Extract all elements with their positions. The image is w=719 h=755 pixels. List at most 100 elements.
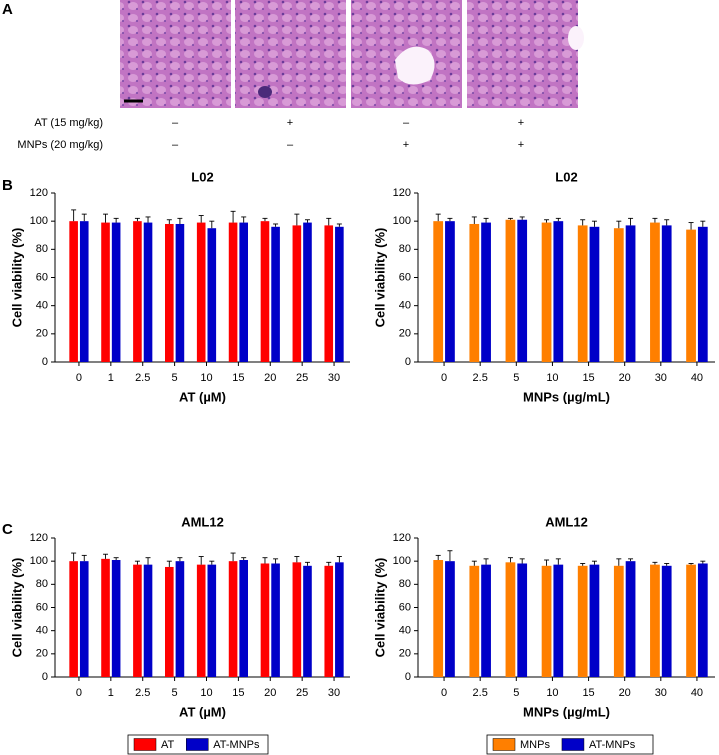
- treatment-cell: +: [518, 139, 524, 151]
- error-bar: [580, 219, 586, 226]
- error-bar: [273, 223, 279, 227]
- bar: [686, 564, 696, 677]
- error-bar: [81, 213, 87, 222]
- treatment-cell: +: [403, 139, 409, 151]
- y-axis-label: Cell viability (%): [372, 228, 387, 328]
- bar: [239, 222, 248, 362]
- x-tick-label: 0: [76, 687, 82, 699]
- bar: [335, 226, 344, 362]
- error-bar: [555, 558, 561, 565]
- y-axis-label: Cell viability (%): [9, 558, 24, 658]
- bar: [271, 563, 280, 677]
- bar: [69, 561, 78, 677]
- x-tick-label: 25: [296, 687, 308, 699]
- error-bar: [241, 216, 247, 223]
- bar: [577, 565, 588, 677]
- error-bar: [326, 217, 332, 226]
- bar: [625, 225, 636, 362]
- error-bar: [435, 213, 441, 222]
- bar: [324, 225, 334, 362]
- legend-box: [127, 734, 269, 755]
- y-axis-label: Cell viability (%): [372, 558, 387, 658]
- bar: [469, 565, 480, 677]
- bar: [133, 564, 142, 677]
- error-bar: [336, 223, 342, 227]
- x-axis-label: AT (µM): [179, 389, 226, 404]
- error-bar: [209, 220, 215, 229]
- error-bar: [336, 556, 342, 563]
- x-tick-label: 30: [328, 687, 340, 699]
- x-tick-label: 20: [264, 687, 276, 699]
- x-tick-label: 5: [513, 372, 519, 384]
- x-tick-label: 5: [172, 687, 178, 699]
- vessel: [568, 26, 584, 50]
- y-tick-label: 80: [399, 578, 411, 590]
- histology-image: [235, 0, 346, 108]
- y-tick-label: 20: [36, 648, 48, 660]
- y-tick-label: 80: [36, 243, 48, 255]
- y-tick-label: 0: [42, 356, 48, 368]
- bar: [111, 222, 121, 362]
- error-bar: [198, 215, 204, 223]
- bar: [577, 225, 588, 362]
- error-bar: [483, 558, 489, 565]
- error-bar: [700, 560, 706, 564]
- histology-images: [120, 0, 584, 108]
- y-tick-label: 0: [405, 356, 411, 368]
- x-axis-label: MNPs (µg/mL): [523, 389, 610, 404]
- error-bar: [209, 560, 215, 565]
- x-tick-label: 40: [691, 372, 703, 384]
- bar: [303, 222, 312, 362]
- x-tick-label: 2.5: [473, 372, 488, 384]
- bar: [661, 225, 672, 362]
- x-tick-label: 25: [296, 372, 308, 384]
- bar: [165, 566, 174, 677]
- error-bar: [591, 220, 597, 227]
- error-bar: [447, 550, 453, 562]
- y-tick-label: 80: [399, 243, 411, 255]
- bar: [292, 225, 302, 362]
- error-bar: [294, 213, 300, 226]
- error-bar: [304, 561, 310, 566]
- x-tick-label: 1: [108, 372, 114, 384]
- treatment-label: MNPs (20 mg/kg): [17, 139, 103, 151]
- error-bar: [273, 558, 279, 564]
- treatment-cell: +: [518, 117, 524, 129]
- bar: [101, 222, 110, 362]
- y-tick-label: 0: [42, 671, 48, 683]
- x-tick-label: 15: [232, 687, 244, 699]
- bar: [175, 561, 185, 677]
- error-bar: [616, 558, 622, 566]
- error-bar: [230, 552, 236, 562]
- bar: [335, 562, 344, 677]
- y-tick-label: 120: [30, 187, 48, 199]
- error-bar: [262, 217, 268, 222]
- legend-swatch: [561, 738, 585, 751]
- treatment-label: AT (15 mg/kg): [34, 117, 103, 129]
- bar: [69, 221, 78, 362]
- bar: [517, 219, 528, 362]
- bar: [661, 565, 672, 677]
- bar: [613, 565, 624, 677]
- error-bar: [103, 553, 109, 559]
- error-bar: [507, 217, 513, 220]
- legend-label: AT-MNPs: [213, 739, 260, 751]
- error-bar: [71, 209, 77, 222]
- chart-title: L02: [191, 169, 213, 184]
- error-bar: [688, 563, 694, 565]
- bar: [697, 226, 708, 362]
- x-axis-label: MNPs (µg/mL): [523, 704, 610, 719]
- legend-label: MNPs: [520, 739, 550, 751]
- error-bar: [591, 560, 597, 565]
- bar: [196, 222, 206, 362]
- bar: [111, 560, 121, 677]
- error-bar: [304, 219, 310, 223]
- bar: [207, 228, 217, 362]
- bar: [589, 226, 600, 362]
- error-bar: [688, 222, 694, 230]
- x-tick-label: 5: [513, 687, 519, 699]
- y-tick-label: 40: [36, 300, 48, 312]
- x-tick-label: 10: [200, 372, 212, 384]
- y-tick-label: 120: [30, 532, 48, 544]
- x-tick-label: 15: [582, 687, 594, 699]
